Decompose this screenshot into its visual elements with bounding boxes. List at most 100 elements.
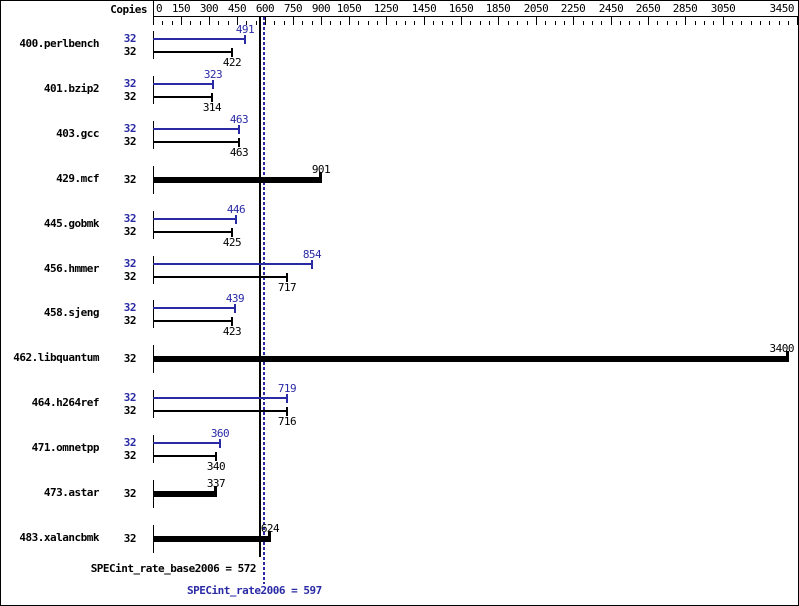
x-axis-tick-label: 1850 — [485, 2, 511, 15]
bar-value-label: 423 — [222, 325, 242, 338]
x-axis-tick-label: 1250 — [373, 2, 399, 15]
bar-end-cap — [211, 93, 213, 102]
x-axis-major-tick — [237, 16, 238, 25]
x-axis-minor-tick — [368, 21, 369, 25]
x-axis-major-tick — [209, 16, 210, 25]
x-axis-minor-tick — [480, 21, 481, 25]
x-axis-minor-tick — [592, 21, 593, 25]
x-axis-minor-tick — [751, 21, 752, 25]
copies-value: 32 — [123, 449, 137, 462]
x-axis-minor-tick — [172, 21, 173, 25]
x-axis-minor-tick — [508, 21, 509, 25]
base-peak-bar — [153, 356, 788, 362]
bar-value-label: 337 — [206, 477, 226, 490]
bar-end-cap — [219, 439, 221, 448]
y-axis-origin-line — [153, 1, 154, 25]
x-axis-minor-tick — [190, 21, 191, 25]
x-axis-tick-label: 1050 — [336, 2, 362, 15]
bar-end-cap — [286, 407, 288, 416]
peak-mean-line — [263, 17, 265, 584]
x-axis-minor-tick — [564, 21, 565, 25]
x-axis-minor-tick — [228, 21, 229, 25]
x-axis-tick-label: 2050 — [523, 2, 549, 15]
peak-bar — [153, 263, 312, 265]
x-axis-tick-label: 0 — [156, 2, 163, 15]
footer-base-result: SPECint_rate_base2006 = 572 — [90, 562, 257, 575]
x-axis-tick-label: 2850 — [672, 2, 698, 15]
base-mean-line — [259, 17, 261, 557]
copies-value: 32 — [123, 45, 137, 58]
x-axis-tick-label: 450 — [227, 2, 247, 15]
x-axis-minor-tick — [377, 21, 378, 25]
bar-end-cap — [238, 138, 240, 147]
x-axis-major-tick — [265, 16, 266, 25]
x-axis-minor-tick — [583, 21, 584, 25]
x-axis-major-tick — [153, 16, 154, 25]
x-axis-minor-tick — [639, 21, 640, 25]
peak-bar — [153, 442, 220, 444]
base-peak-bar — [153, 536, 270, 542]
bar-value-label: 491 — [235, 23, 255, 36]
benchmark-label: 462.libquantum — [13, 351, 99, 364]
x-axis-major-tick — [293, 16, 294, 25]
copies-value: 32 — [123, 225, 137, 238]
x-axis-major-tick — [461, 16, 462, 25]
x-axis-minor-tick — [218, 21, 219, 25]
x-axis-major-tick — [685, 16, 686, 25]
copies-value: 32 — [123, 135, 137, 148]
copies-value: 32 — [123, 257, 137, 270]
x-axis-minor-tick — [433, 21, 434, 25]
benchmark-label: 458.sjeng — [43, 306, 100, 319]
x-axis-tick-label: 300 — [199, 2, 219, 15]
bar-value-label: 463 — [229, 113, 249, 126]
benchmark-label: 473.astar — [43, 486, 100, 499]
bar-value-label: 323 — [203, 68, 223, 81]
benchmark-label: 483.xalancbmk — [19, 531, 99, 544]
bar-value-label: 901 — [311, 163, 331, 176]
x-axis-minor-tick — [470, 21, 471, 25]
x-axis-line — [153, 16, 798, 17]
x-axis-tick-label: 900 — [311, 2, 331, 15]
benchmark-label: 429.mcf — [56, 172, 99, 185]
x-axis-minor-tick — [667, 21, 668, 25]
copies-value: 32 — [123, 90, 137, 103]
bar-value-label: 439 — [225, 292, 245, 305]
x-axis-tick-label: 2650 — [635, 2, 661, 15]
bar-value-label: 854 — [302, 248, 322, 261]
bar-value-label: 463 — [229, 146, 249, 159]
base-peak-bar — [153, 177, 321, 183]
row-baseline — [153, 121, 154, 149]
bar-end-cap — [215, 452, 217, 461]
x-axis-major-tick — [349, 16, 350, 25]
x-axis-major-tick — [573, 16, 574, 25]
bar-value-label: 719 — [277, 382, 297, 395]
benchmark-label: 403.gcc — [56, 127, 99, 140]
row-baseline — [153, 76, 154, 104]
bar-value-label: 717 — [277, 281, 297, 294]
base-bar — [153, 51, 232, 53]
x-axis-major-tick — [181, 16, 182, 25]
x-axis-minor-tick — [629, 21, 630, 25]
x-axis-tick-label: 2250 — [560, 2, 586, 15]
row-baseline — [153, 435, 154, 463]
bar-end-cap — [231, 317, 233, 326]
x-axis-minor-tick — [330, 21, 331, 25]
copies-value: 32 — [123, 352, 137, 365]
x-axis-minor-tick — [657, 21, 658, 25]
x-axis-major-tick — [723, 16, 724, 25]
peak-bar — [153, 83, 213, 85]
x-axis-minor-tick — [517, 21, 518, 25]
base-bar — [153, 320, 232, 322]
x-axis-minor-tick — [713, 21, 714, 25]
x-axis-minor-tick — [396, 21, 397, 25]
bar-end-cap — [319, 172, 322, 183]
x-axis-minor-tick — [162, 21, 163, 25]
bar-value-label: 716 — [277, 415, 297, 428]
x-axis-minor-tick — [527, 21, 528, 25]
base-bar — [153, 276, 287, 278]
x-axis-minor-tick — [284, 21, 285, 25]
benchmark-label: 471.omnetpp — [31, 441, 100, 454]
base-bar — [153, 141, 239, 143]
bar-end-cap — [286, 394, 288, 403]
